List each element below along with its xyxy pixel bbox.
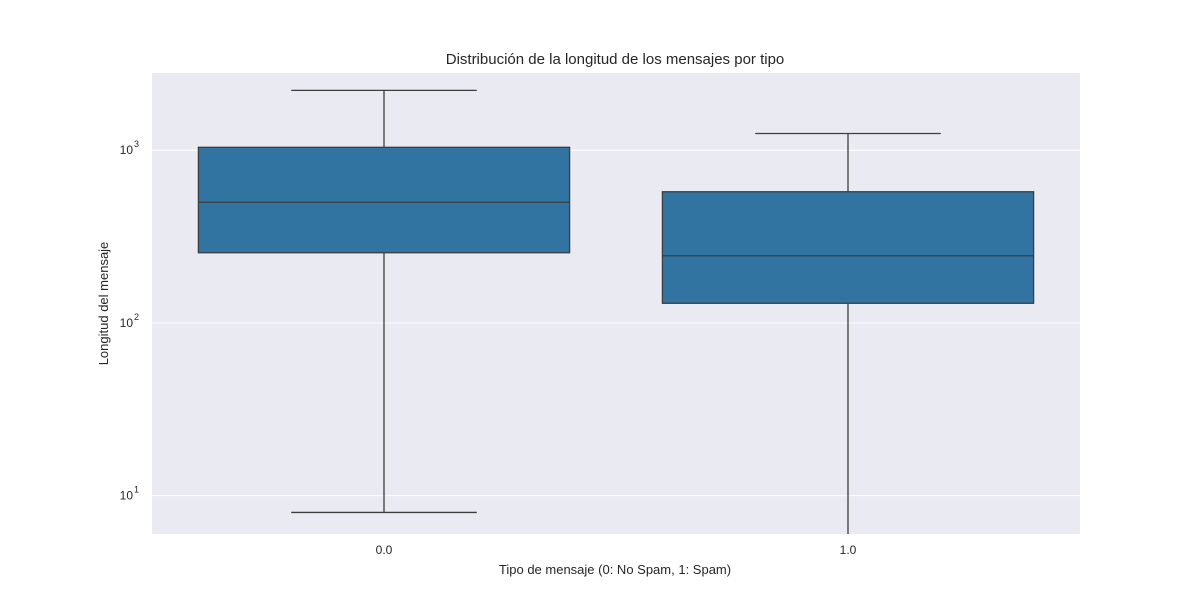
x-axis-label: Tipo de mensaje (0: No Spam, 1: Spam) xyxy=(499,562,731,577)
y-tick-exponent: 3 xyxy=(134,139,139,149)
x-tick-label: 0.0 xyxy=(376,543,393,557)
chart-title: Distribución de la longitud de los mensa… xyxy=(446,51,785,68)
x-tick-label: 1.0 xyxy=(840,543,857,557)
y-tick-exponent: 1 xyxy=(134,485,139,495)
y-tick-label: 10 xyxy=(120,316,134,330)
y-tick-label: 10 xyxy=(120,489,134,503)
y-tick-label: 10 xyxy=(120,143,134,157)
x-axis-ticks: 0.0 1.0 xyxy=(376,543,857,557)
y-axis-label: Longitud del mensaje xyxy=(96,242,111,366)
box-0.0 xyxy=(197,89,571,514)
box-iqr xyxy=(197,146,571,254)
boxes xyxy=(197,89,1035,534)
box-1.0 xyxy=(661,132,1035,534)
y-tick-exponent: 2 xyxy=(134,312,139,322)
box-iqr xyxy=(661,191,1035,304)
